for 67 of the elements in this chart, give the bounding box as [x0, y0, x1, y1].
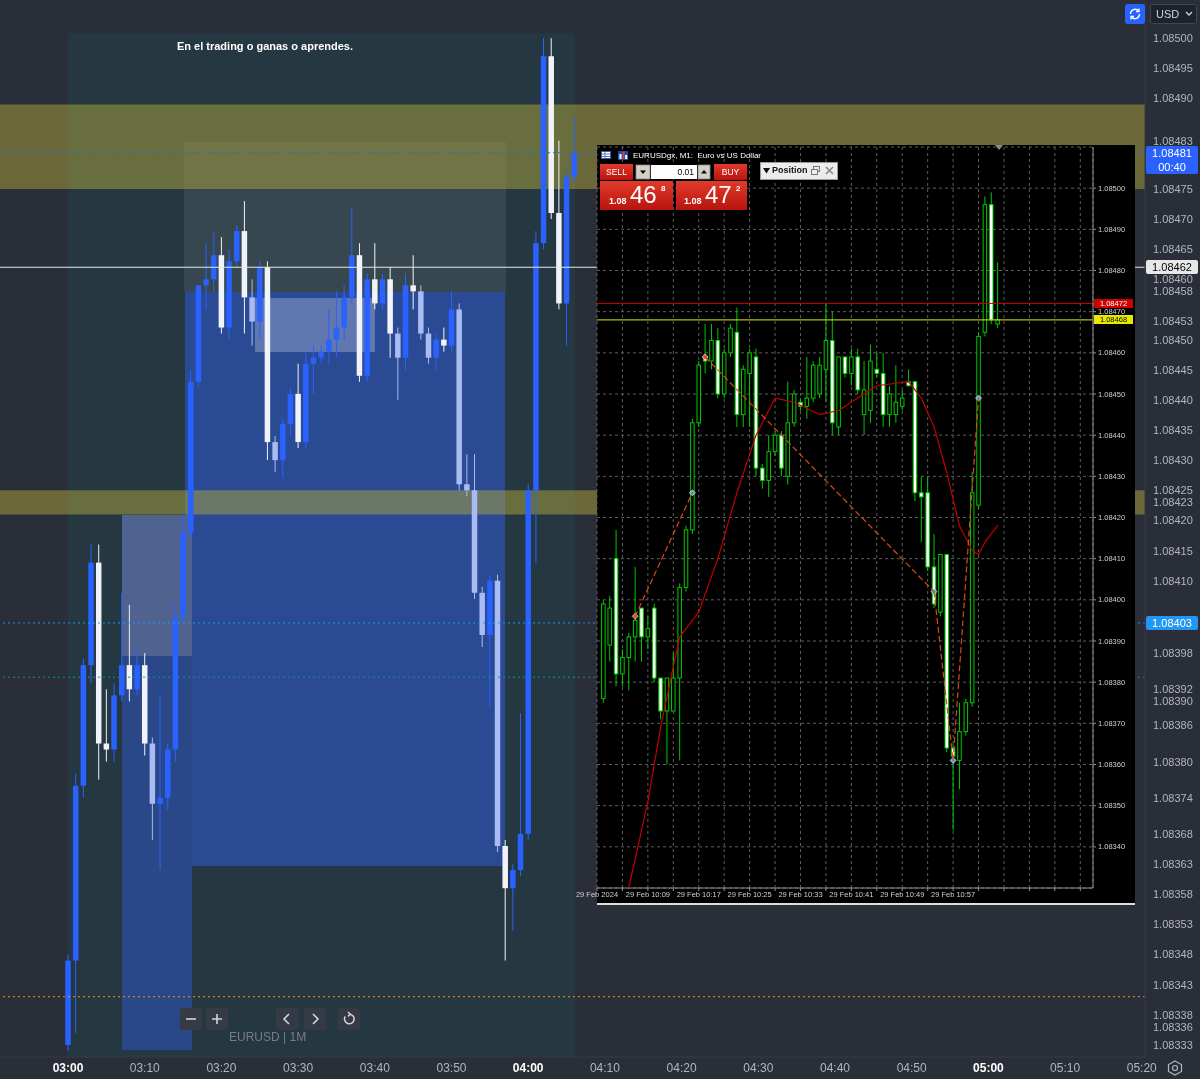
- x-tick-label: 03:30: [283, 1060, 314, 1075]
- y-tick-label: 1.08386: [1153, 719, 1193, 732]
- y-tick-label: 1.08348: [1153, 948, 1193, 961]
- annotation: 47: [705, 181, 732, 208]
- y-tick-label: 1.08465: [1153, 243, 1193, 256]
- y-tick-label: 1.08425: [1153, 484, 1193, 497]
- x-tick-label: 03:50: [436, 1060, 467, 1075]
- y-tick-label: 1.08338: [1153, 1008, 1193, 1021]
- annotation: EURUSD | 1M: [229, 1030, 307, 1044]
- y-tick-label: 1.08430: [1153, 454, 1193, 467]
- y-tick-label: 1.08490: [1153, 92, 1193, 105]
- text: En el trading o ganas o aprendes.: [175, 40, 354, 52]
- y-tick-label: 1.08374: [1153, 791, 1193, 804]
- y-tick-label: 1.08475: [1153, 182, 1193, 195]
- y-tick-label: 1.08392: [1153, 683, 1193, 696]
- annotation: 2: [736, 184, 741, 193]
- y-tick-label: 1.08495: [1153, 62, 1193, 75]
- x-tick-label: 04:00: [512, 1060, 544, 1075]
- x-tick-label: 05:20: [1126, 1060, 1158, 1075]
- y-tick-label: 1.08415: [1153, 544, 1193, 557]
- y-tick-label: 1.08358: [1153, 888, 1193, 901]
- y-tick-label: 1.08333: [1153, 1038, 1193, 1051]
- x-tick-label: 04:30: [743, 1060, 774, 1075]
- y-tick-label: 1.08368: [1153, 827, 1193, 840]
- y-tick-label: 1.08450: [1153, 333, 1193, 346]
- y-tick-label: 1.08483: [1153, 134, 1193, 147]
- y-tick-label: 1.08363: [1153, 857, 1193, 870]
- y-tick-label: 1.08343: [1153, 978, 1193, 991]
- y-tick-label: 1.08440: [1153, 393, 1193, 406]
- x-tick-label: 04:50: [896, 1060, 928, 1075]
- text: EURUSDgx, M1: Euro vs US Dollar: [633, 151, 762, 160]
- x-tick-label: 04:10: [589, 1060, 621, 1075]
- annotation: 8: [661, 184, 666, 193]
- y-tick-label: 1.08410: [1153, 574, 1193, 587]
- number-field: 0.01: [651, 165, 697, 179]
- x-tick-label: 03:20: [206, 1060, 237, 1075]
- annotation: 46: [630, 181, 657, 208]
- y-tick-label: 1.08460: [1153, 273, 1193, 286]
- y-tick-label: 1.08353: [1153, 918, 1193, 931]
- annotation: 1.08: [684, 196, 702, 206]
- y-tick-label: 1.08336: [1153, 1020, 1193, 1033]
- y-tick-label: 1.08398: [1153, 646, 1193, 659]
- y-tick-label: 1.08435: [1153, 423, 1193, 436]
- ref-line-label: 1.08481 00:40: [1146, 145, 1198, 174]
- y-tick-label: 1.08420: [1153, 514, 1193, 527]
- sell-button: SELL: [600, 164, 633, 180]
- y-tick-label: 1.08380: [1153, 755, 1193, 768]
- ref-line-label: 1.08403: [1146, 615, 1198, 630]
- x-tick-label: 04:40: [820, 1060, 851, 1075]
- annotation: 1.08: [609, 196, 627, 206]
- ref-line-label: 1.08462: [1146, 260, 1198, 275]
- y-tick-label: 1.08390: [1153, 695, 1193, 708]
- x-tick-label: 03:00: [52, 1060, 84, 1075]
- y-tick-label: 1.08445: [1153, 363, 1193, 376]
- y-tick-label: 1.08458: [1153, 285, 1193, 298]
- y-tick-label: 1.08470: [1153, 212, 1193, 225]
- x-tick-label: 04:20: [666, 1060, 697, 1075]
- y-tick-label: 1.08500: [1153, 32, 1193, 45]
- dropdown-field: USD: [1150, 4, 1197, 24]
- y-tick-label: 1.08423: [1153, 496, 1193, 509]
- x-tick-label: 05:10: [1050, 1060, 1081, 1075]
- annotation: Position: [772, 165, 808, 175]
- buy-button: BUY: [714, 164, 747, 180]
- y-tick-label: 1.08453: [1153, 315, 1193, 328]
- x-tick-label: 03:10: [129, 1060, 161, 1075]
- x-tick-label: 03:40: [359, 1060, 391, 1075]
- x-tick-label: 05:00: [973, 1060, 1005, 1075]
